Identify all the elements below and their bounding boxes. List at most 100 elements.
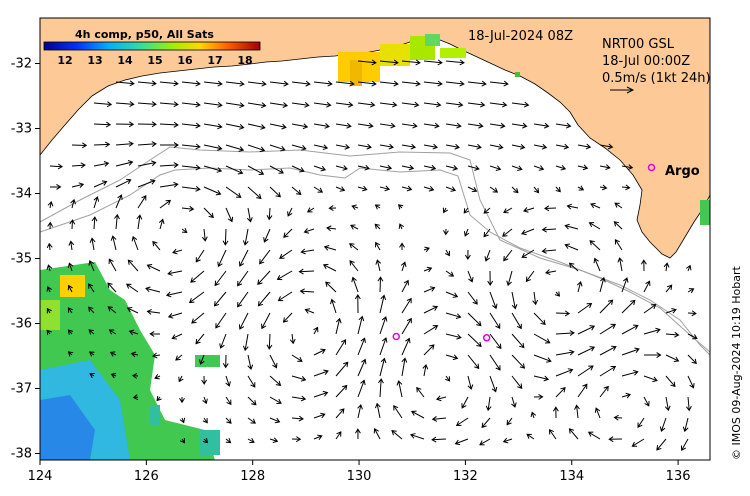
current-arrow — [489, 122, 506, 129]
current-arrow — [217, 249, 227, 268]
current-arrow — [71, 142, 88, 149]
current-arrow — [568, 428, 579, 440]
current-arrow — [222, 354, 229, 369]
current-arrow — [687, 375, 695, 389]
current-arrow — [203, 165, 223, 173]
current-arrow — [357, 315, 365, 335]
current-arrow — [152, 352, 161, 359]
current-arrow — [88, 283, 95, 293]
current-arrow — [621, 324, 639, 335]
current-arrow — [467, 165, 480, 171]
current-arrow — [484, 249, 491, 262]
current-arrow — [621, 392, 632, 399]
current-arrow — [467, 312, 482, 327]
current-arrow — [247, 165, 265, 175]
current-arrow — [686, 264, 692, 272]
scale-description: 0.5m/s (1kt 24h) — [602, 71, 711, 86]
current-arrow — [115, 101, 135, 107]
current-arrow — [247, 186, 262, 200]
current-arrow — [93, 101, 113, 108]
current-arrow — [203, 80, 223, 87]
current-arrow — [533, 186, 540, 194]
current-arrow — [687, 310, 697, 317]
current-arrow — [313, 434, 323, 440]
current-arrow — [617, 257, 624, 272]
current-arrow — [687, 354, 697, 365]
current-arrow — [687, 288, 695, 294]
current-arrow — [67, 284, 73, 293]
current-arrow — [46, 242, 53, 251]
current-arrow — [503, 207, 513, 214]
current-arrow — [485, 396, 492, 412]
current-arrow — [502, 437, 513, 444]
current-arrow — [247, 123, 266, 130]
argo-floats — [392, 163, 656, 342]
current-arrow — [357, 101, 376, 108]
current-arrow — [175, 354, 183, 361]
current-arrow — [379, 294, 387, 314]
current-arrow — [313, 101, 332, 108]
current-arrow — [411, 410, 425, 419]
current-arrow — [554, 291, 561, 297]
current-arrow — [379, 122, 396, 129]
current-arrow — [269, 417, 281, 424]
current-arrow — [445, 122, 462, 129]
argo-float-marker[interactable] — [392, 332, 401, 341]
current-arrow — [115, 160, 134, 167]
current-arrow — [445, 375, 451, 382]
current-arrow — [401, 143, 417, 150]
current-arrow — [109, 351, 117, 357]
current-arrow — [445, 186, 457, 192]
current-arrow — [643, 304, 657, 314]
current-arrow — [203, 186, 222, 196]
current-arrow — [506, 270, 513, 287]
current-arrow — [306, 207, 315, 213]
current-arrow — [401, 122, 418, 129]
current-arrow — [489, 165, 502, 171]
current-arrow — [201, 375, 208, 385]
current-arrow — [522, 207, 535, 213]
current-arrow — [89, 373, 95, 379]
current-arrow — [533, 165, 545, 171]
current-arrow — [431, 436, 447, 443]
current-arrow — [126, 306, 139, 314]
current-arrow — [145, 286, 161, 293]
current-arrow — [357, 337, 366, 356]
current-arrow — [533, 354, 552, 363]
current-arrow — [91, 216, 98, 230]
current-arrow — [219, 333, 227, 349]
current-arrow — [263, 228, 271, 243]
current-arrow — [588, 222, 601, 230]
argo-float-marker[interactable] — [482, 334, 491, 342]
current-arrow — [489, 143, 504, 150]
current-arrow — [269, 375, 282, 387]
current-arrow — [640, 259, 647, 272]
current-arrow — [137, 141, 157, 147]
current-arrow — [300, 248, 315, 255]
current-arrow — [89, 237, 96, 251]
current-arrow — [435, 395, 447, 402]
current-arrow — [131, 372, 139, 379]
current-arrow — [445, 143, 460, 150]
current-arrow — [467, 101, 486, 108]
current-arrow — [481, 417, 491, 429]
current-arrow — [247, 144, 266, 153]
current-arrow — [599, 164, 611, 171]
argo-float-marker[interactable] — [647, 163, 656, 172]
credit-text: © IMOS 09-Aug-2024 10:19 Hobart — [730, 266, 743, 460]
current-arrow — [71, 162, 86, 169]
current-arrow — [423, 80, 443, 87]
current-arrow — [526, 433, 535, 440]
current-arrow — [379, 59, 399, 66]
current-arrow — [416, 386, 425, 398]
current-arrow — [313, 123, 330, 129]
current-arrow — [289, 333, 296, 345]
current-arrow — [277, 291, 293, 302]
current-arrow — [577, 164, 589, 171]
current-arrow — [303, 228, 315, 234]
current-arrow — [577, 383, 588, 398]
current-arrow — [202, 396, 208, 405]
current-arrow — [70, 198, 76, 209]
current-arrow — [577, 185, 585, 191]
current-arrow — [335, 143, 351, 150]
